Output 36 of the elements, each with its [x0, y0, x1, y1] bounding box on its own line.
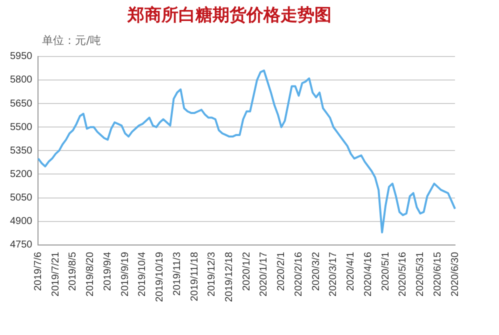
x-tick-label: 2020/3/2	[310, 252, 322, 291]
x-tick-label: 2020/5/16	[398, 252, 409, 296]
x-tick-label: 2019/8/5	[68, 252, 79, 291]
x-tick-label: 2019/7/6	[32, 252, 44, 291]
y-tick-label: 5050	[10, 192, 33, 204]
chart-title: 郑商所白糖期货价格走势图	[126, 6, 332, 25]
x-tick-label: 2019/11/18	[189, 252, 200, 302]
y-tick-label: 4750	[10, 240, 33, 251]
x-tick-label: 2019/8/20	[85, 252, 96, 296]
x-tick-label: 2020/6/15	[432, 252, 444, 296]
x-tick-label: 2020/5/1	[380, 252, 392, 291]
y-tick-label: 5200	[10, 168, 33, 180]
x-tick-label: 2019/9/19	[120, 252, 131, 296]
x-tick-label: 2020/1/17	[258, 252, 270, 296]
x-tick-label: 2020/4/1	[346, 252, 357, 291]
x-tick-label: 2019/11/3	[172, 252, 183, 296]
x-tick-label: 2020/1/2	[241, 252, 252, 291]
x-tick-label: 2020/2/1	[276, 252, 288, 291]
y-tick-label: 5650	[10, 98, 33, 110]
x-tick-label: 2019/7/21	[50, 252, 62, 296]
y-tick-label: 5800	[10, 74, 33, 86]
x-tick-label: 2020/2/16	[293, 252, 304, 296]
x-tick-label: 2019/9/4	[102, 252, 114, 291]
x-tick-label: 2020/6/30	[450, 252, 461, 296]
x-tick-label: 2019/10/4	[137, 252, 148, 296]
x-tick-label: 2020/5/31	[415, 252, 426, 296]
y-tick-label: 5500	[10, 122, 33, 133]
x-tick-label: 2019/12/18	[224, 252, 236, 302]
y-tick-label: 4900	[10, 216, 33, 228]
x-tick-label: 2020/4/16	[362, 252, 374, 296]
x-tick-label: 2019/12/3	[206, 252, 218, 296]
x-tick-label: 2020/3/17	[328, 252, 340, 296]
x-tick-label: 2019/10/19	[154, 252, 166, 302]
y-axis-title: 单位：元/吨	[42, 34, 101, 47]
y-tick-label: 5350	[10, 145, 33, 156]
y-tick-label: 5950	[10, 51, 33, 62]
